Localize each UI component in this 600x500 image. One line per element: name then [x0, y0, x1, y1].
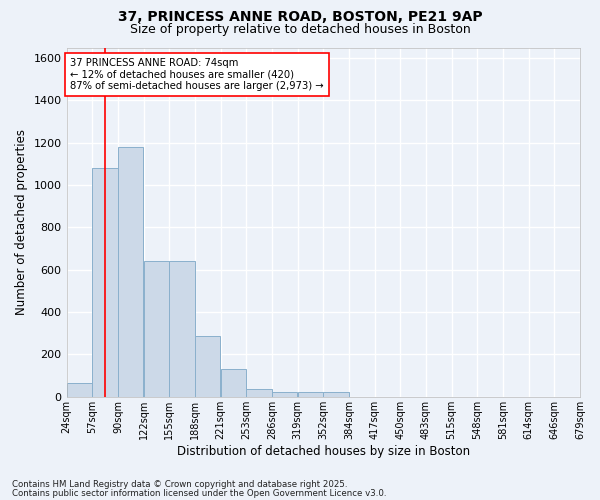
Bar	[323, 392, 349, 397]
X-axis label: Distribution of detached houses by size in Boston: Distribution of detached houses by size …	[177, 444, 470, 458]
Bar	[92, 168, 118, 397]
Text: Contains HM Land Registry data © Crown copyright and database right 2025.: Contains HM Land Registry data © Crown c…	[12, 480, 347, 489]
Bar	[247, 388, 272, 397]
Text: Size of property relative to detached houses in Boston: Size of property relative to detached ho…	[130, 22, 470, 36]
Y-axis label: Number of detached properties: Number of detached properties	[15, 129, 28, 315]
Bar	[67, 383, 92, 397]
Bar	[298, 392, 323, 397]
Text: 37, PRINCESS ANNE ROAD, BOSTON, PE21 9AP: 37, PRINCESS ANNE ROAD, BOSTON, PE21 9AP	[118, 10, 482, 24]
Bar	[118, 147, 143, 397]
Bar	[221, 370, 246, 397]
Text: Contains public sector information licensed under the Open Government Licence v3: Contains public sector information licen…	[12, 488, 386, 498]
Bar	[143, 262, 169, 397]
Bar	[169, 262, 195, 397]
Text: 37 PRINCESS ANNE ROAD: 74sqm
← 12% of detached houses are smaller (420)
87% of s: 37 PRINCESS ANNE ROAD: 74sqm ← 12% of de…	[70, 58, 324, 92]
Bar	[195, 336, 220, 397]
Bar	[272, 392, 298, 397]
